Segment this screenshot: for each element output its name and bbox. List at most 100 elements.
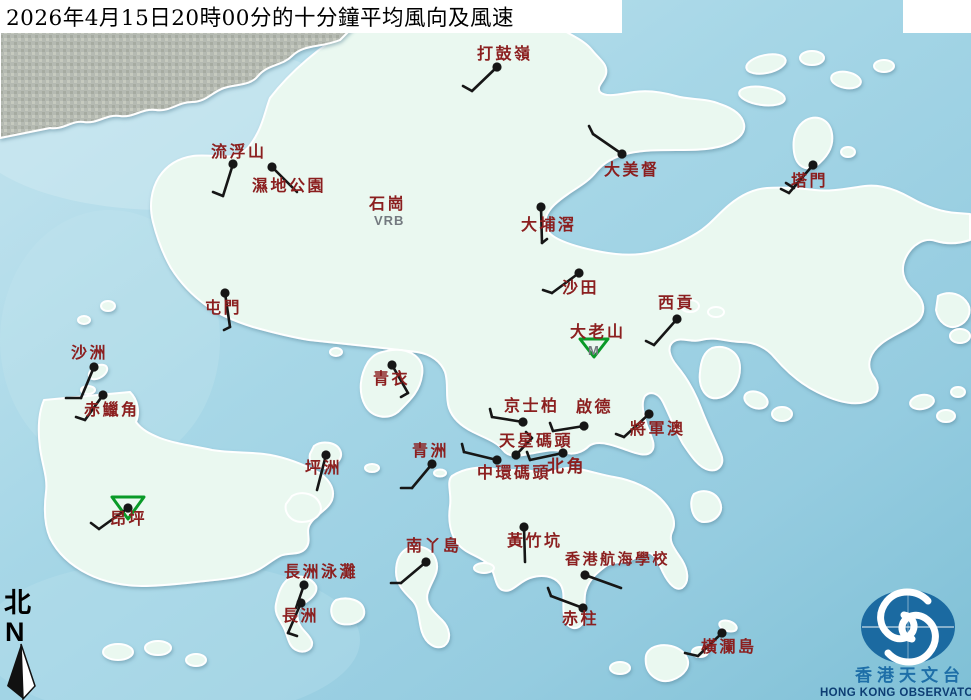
land-tung-lung <box>690 490 722 523</box>
wind-barb-line <box>79 365 96 400</box>
wind-barb-line <box>539 205 544 245</box>
station-chek-lap-kok: 赤鱲角 <box>74 390 140 422</box>
land-po-toi <box>644 644 690 682</box>
station-dot <box>519 522 529 532</box>
top-right-blank-box <box>903 0 971 33</box>
station-north-point: 北角 <box>525 448 586 477</box>
station-dot <box>536 202 546 212</box>
station-dot <box>220 288 230 298</box>
north-label-en: N <box>5 617 25 647</box>
wind-barb-line <box>390 363 410 395</box>
wind-barb-line <box>525 450 532 462</box>
station-tuen-mun: 屯門 <box>205 288 242 332</box>
station-dot <box>98 390 108 400</box>
station-dot <box>387 360 397 370</box>
wind-barb-line <box>548 421 555 433</box>
station-wong-chuk-hang: 黃竹坑 <box>506 522 560 564</box>
wind-barb-line <box>652 317 679 347</box>
station-dot <box>267 162 277 172</box>
station-peng-chau: 坪洲 <box>305 450 342 492</box>
station-dot <box>421 557 431 567</box>
land-new-territories <box>150 27 971 472</box>
station-cheung-chau: 長洲 <box>282 598 319 638</box>
wind-barb-line <box>540 237 549 245</box>
wind-barb-line <box>546 586 553 598</box>
wind-barb-line <box>470 65 499 93</box>
station-lau-fau-shan: 流浮山 <box>211 142 264 198</box>
shallow-water-south <box>0 560 360 700</box>
wind-barb-line <box>462 450 499 462</box>
station-label-tuen-mun: 屯門 <box>205 298 242 317</box>
hko-logo-name-en: HONG KONG OBSERVATORY <box>820 687 971 699</box>
station-dot <box>511 450 521 460</box>
station-dot <box>578 603 588 613</box>
station-label-sha-tin: 沙田 <box>562 278 599 297</box>
wind-barb-line <box>223 291 232 329</box>
station-hk-sea-school: 香港航海學校 <box>565 550 670 590</box>
station-label-star-ferry: 天星碼頭 <box>499 431 573 450</box>
station-dot <box>518 417 528 427</box>
land-tsing-yi <box>359 348 424 418</box>
station-label-hk-sea-school: 香港航海學校 <box>565 550 670 568</box>
wind-barb-line <box>779 187 791 195</box>
station-label-north-point: 北角 <box>547 456 586 477</box>
wind-barb-line <box>784 181 796 190</box>
station-label-central-pier: 中環碼頭 <box>477 463 551 482</box>
land-shek-kwu-chau <box>330 597 366 626</box>
station-label-cheung-chau: 長洲 <box>282 606 319 625</box>
wind-barb-line <box>286 601 303 635</box>
wind-barb-line <box>399 391 410 399</box>
station-label-tsing-yi: 青衣 <box>373 369 410 388</box>
station-label-tap-mun: 塔門 <box>791 171 828 190</box>
wind-barb-line <box>587 124 595 136</box>
wind-barb-line <box>460 442 466 454</box>
station-dot <box>299 580 309 590</box>
station-sai-kung: 西貢 <box>644 293 693 347</box>
station-stanley: 赤柱 <box>546 586 597 628</box>
wind-barb-line <box>683 651 700 658</box>
hko-logo-name-cn: 香港天文台 <box>855 665 965 686</box>
station-green-island: 青洲 <box>399 441 449 490</box>
station-label-peng-chau: 坪洲 <box>305 458 342 477</box>
wind-barb-line <box>522 525 527 564</box>
station-dot <box>296 598 306 608</box>
station-label-chek-lap-kok: 赤鱲角 <box>84 400 140 419</box>
station-label-tseung-kwan-o: 將軍澳 <box>630 419 686 438</box>
station-note-shek-kong: VRB <box>374 213 404 228</box>
station-label-tai-po-kau: 大埔滘 <box>521 215 577 234</box>
north-arrow: 北 N <box>4 588 36 700</box>
station-dot <box>89 362 99 372</box>
land-hei-ling-chau <box>284 492 322 523</box>
wind-barb-line <box>222 325 232 332</box>
station-label-waglan-island: 橫瀾島 <box>701 637 757 656</box>
station-kai-tak: 啟德 <box>548 397 611 433</box>
station-lamma-island: 南丫島 <box>389 536 459 585</box>
hko-logo: 香港天文台 HONG KONG OBSERVATORY <box>820 588 971 699</box>
station-wetland-park: 濕地公園 <box>252 162 324 195</box>
wind-barb-line <box>490 415 525 424</box>
station-label-ta-kwu-ling: 打鼓嶺 <box>477 44 533 63</box>
wind-barb-line <box>488 407 494 419</box>
station-tates-cairn: 大老山 M <box>570 322 626 359</box>
wind-barb-line <box>270 165 299 194</box>
wind-barb-line <box>83 393 105 422</box>
station-tseung-kwan-o: 將軍澳 <box>614 409 686 439</box>
station-waglan-island: 橫瀾島 <box>683 628 757 658</box>
station-label-tates-cairn: 大老山 <box>570 322 626 341</box>
map-title: 2026年4月15日20時00分的十分鐘平均風向及風速 <box>6 6 514 31</box>
station-sha-chau: 沙洲 <box>64 343 106 400</box>
wind-barb-line <box>591 132 624 156</box>
station-tsing-yi: 青衣 <box>373 360 410 399</box>
station-label-shek-kong: 石崗 <box>368 194 406 213</box>
north-arrow-dark-half <box>7 644 23 699</box>
station-label-green-island: 青洲 <box>412 441 449 460</box>
station-dot <box>427 459 437 469</box>
station-ngong-ping: 昂坪 <box>89 495 146 531</box>
station-dot <box>228 159 238 169</box>
wind-barb-line <box>461 84 474 93</box>
wind-barb-line <box>583 573 623 590</box>
station-sha-tin: 沙田 <box>541 268 599 297</box>
